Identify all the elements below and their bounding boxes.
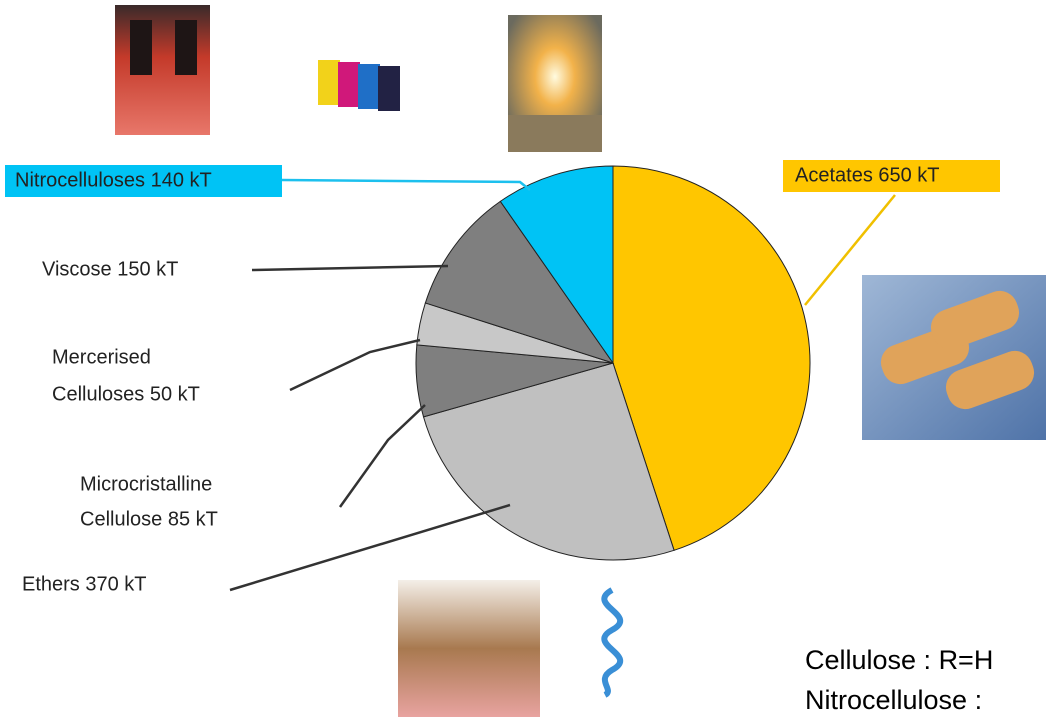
pie-slice	[424, 200, 615, 364]
leader-line	[229, 503, 511, 592]
slice-label: Celluloses 50 kT	[52, 383, 200, 405]
leader-line	[804, 194, 896, 306]
photo-nail-polish	[115, 5, 210, 135]
label-box	[783, 160, 1000, 192]
slice-label: Cellulose 85 kT	[80, 508, 218, 530]
annotation: Cellulose : R=H	[805, 645, 993, 675]
leader-line	[281, 178, 531, 191]
slice-label: Microcristalline	[80, 473, 212, 495]
photo-cigarettes	[862, 275, 1046, 440]
leader-line	[289, 338, 421, 392]
annotation: Nitrocellulose :	[805, 685, 982, 715]
slice-label: Nitrocelluloses 140 kT	[15, 169, 212, 191]
pie-slice	[499, 165, 614, 365]
photo-ink-cartridges	[318, 60, 400, 111]
pie	[415, 165, 811, 561]
slice-label: Ethers 370 kT	[22, 573, 147, 595]
label-box	[5, 165, 282, 197]
leader-line	[338, 404, 426, 508]
photo-explosion	[508, 15, 602, 152]
pie-slice	[422, 362, 675, 561]
photo-ice-cream	[398, 580, 540, 717]
leader-line	[251, 264, 449, 272]
pie-slice	[612, 165, 811, 551]
slice-label: Acetates 650 kT	[795, 164, 940, 186]
photo-helix	[601, 587, 624, 698]
slice-label: Mercerised	[52, 346, 151, 368]
labels: Acetates 650 kT Ethers 370 kT Microcristal…	[5, 160, 1000, 595]
slice-label: Viscose 150 kT	[42, 258, 178, 280]
